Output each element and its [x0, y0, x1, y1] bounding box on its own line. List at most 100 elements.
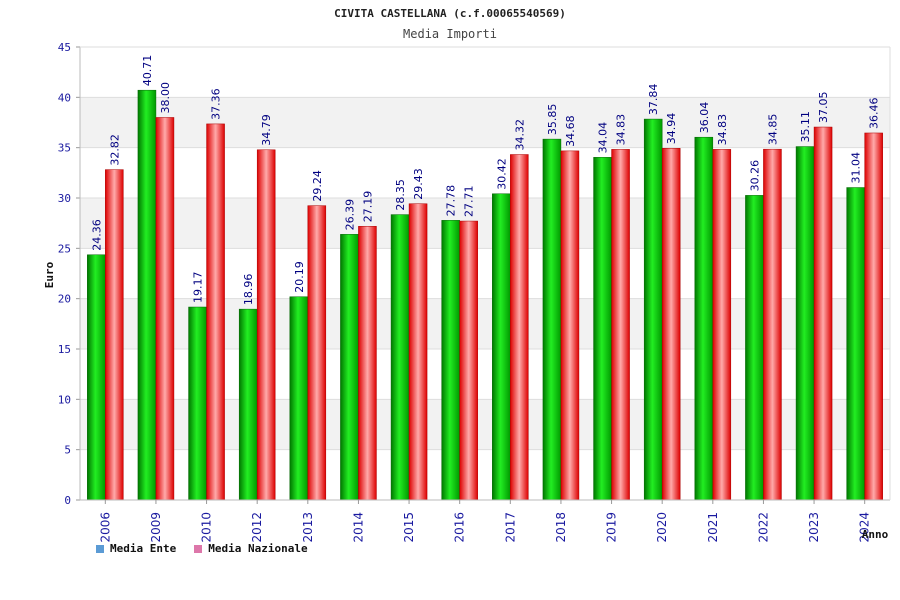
chart-subtitle: Media Importi — [403, 27, 497, 41]
x-tick-label: 2006 — [98, 512, 112, 543]
bar-media-ente — [542, 138, 562, 501]
y-tick-label: 30 — [58, 192, 71, 205]
grid-band — [80, 47, 890, 98]
bar-media-ente — [643, 118, 663, 501]
bar-media-nazionale — [307, 205, 327, 501]
data-label: 40.71 — [141, 55, 154, 87]
y-tick-label: 0 — [64, 494, 71, 507]
bar-media-nazionale — [256, 149, 276, 501]
data-label: 32.82 — [108, 134, 121, 166]
bar-media-nazionale — [510, 154, 529, 501]
x-tick-label: 2009 — [149, 512, 163, 543]
bar-media-nazionale — [661, 148, 681, 501]
data-label: 30.26 — [748, 160, 761, 192]
chart-title: CIVITA CASTELLANA (c.f.00065540569) — [334, 7, 566, 20]
bar-media-nazionale — [408, 203, 428, 501]
bar-media-ente — [795, 146, 815, 501]
data-label: 36.46 — [868, 97, 881, 129]
y-tick-label: 20 — [58, 293, 71, 306]
data-label: 34.83 — [615, 114, 628, 146]
y-tick-label: 10 — [58, 393, 71, 406]
data-label: 34.94 — [665, 113, 678, 145]
bar-media-nazionale — [459, 220, 478, 501]
bar-media-ente — [289, 296, 309, 501]
legend-swatch — [96, 544, 104, 553]
bar-media-ente — [87, 254, 106, 501]
bar-media-nazionale — [864, 132, 883, 501]
bar-media-nazionale — [155, 117, 175, 501]
data-label: 34.85 — [766, 114, 779, 146]
bar-media-ente — [593, 157, 612, 501]
data-label: 19.17 — [192, 272, 205, 304]
data-label: 27.78 — [445, 185, 458, 217]
legend-label: Media Ente — [110, 542, 177, 555]
bar-media-nazionale — [763, 148, 782, 501]
x-tick-label: 2013 — [301, 512, 315, 543]
x-axis-label: Anno — [862, 528, 889, 541]
y-tick-label: 40 — [58, 91, 71, 104]
data-label: 26.39 — [343, 199, 356, 231]
x-tick-label: 2017 — [503, 512, 517, 543]
bar-media-nazionale — [560, 150, 580, 501]
data-label: 34.79 — [260, 114, 273, 146]
data-label: 34.68 — [564, 115, 577, 147]
x-tick-label: 2019 — [605, 512, 619, 543]
bar-media-nazionale — [611, 149, 630, 501]
x-tick-label: 2014 — [351, 512, 365, 543]
bar-media-ente — [441, 220, 460, 501]
y-tick-label: 5 — [64, 444, 71, 457]
y-tick-label: 25 — [58, 242, 71, 255]
data-label: 28.35 — [394, 179, 407, 211]
bar-media-nazionale — [712, 149, 732, 501]
bar-media-ente — [492, 193, 511, 501]
bar-media-nazionale — [206, 123, 225, 501]
legend-item-media-ente: Media Ente — [96, 542, 176, 555]
data-label: 31.04 — [850, 152, 863, 184]
x-tick-label: 2024 — [858, 512, 872, 543]
data-label: 27.71 — [463, 186, 476, 218]
data-label: 35.11 — [799, 111, 812, 143]
data-label: 30.42 — [495, 158, 508, 190]
x-tick-label: 2018 — [554, 512, 568, 543]
x-tick-label: 2022 — [756, 512, 770, 543]
data-label: 18.96 — [242, 274, 255, 306]
bar-media-nazionale — [358, 226, 377, 501]
legend-item-media-nazionale: Media Nazionale — [194, 542, 308, 555]
data-label: 36.04 — [698, 102, 711, 134]
x-tick-label: 2016 — [453, 512, 467, 543]
y-axis-label: Euro — [43, 261, 56, 288]
bar-media-nazionale — [105, 169, 124, 501]
data-label: 35.85 — [546, 104, 559, 136]
legend-label: Media Nazionale — [208, 542, 308, 555]
bar-media-ente — [745, 195, 764, 501]
data-label: 37.36 — [210, 88, 223, 120]
data-label: 34.32 — [513, 119, 526, 151]
data-label: 34.04 — [597, 122, 610, 154]
y-tick-label: 45 — [58, 41, 71, 54]
data-label: 29.43 — [412, 168, 425, 200]
bar-media-ente — [340, 234, 359, 501]
x-tick-label: 2015 — [402, 512, 416, 543]
bar-media-ente — [390, 214, 410, 501]
legend: Media Ente Media Nazionale — [96, 542, 308, 555]
data-label: 29.24 — [311, 170, 324, 202]
bar-media-ente — [694, 136, 714, 501]
y-tick-label: 15 — [58, 343, 71, 356]
bar-media-ente — [188, 306, 207, 501]
bar-media-ente — [846, 187, 865, 501]
x-tick-label: 2010 — [200, 512, 214, 543]
bar-media-nazionale — [813, 126, 833, 501]
x-tick-label: 2023 — [807, 512, 821, 543]
y-tick-label: 35 — [58, 142, 71, 155]
bar-media-ente — [238, 308, 258, 501]
data-label: 34.83 — [716, 114, 729, 146]
data-label: 37.84 — [647, 84, 660, 116]
legend-swatch — [194, 544, 203, 553]
data-label: 37.05 — [817, 92, 830, 124]
bar-media-ente — [137, 89, 157, 501]
x-tick-label: 2020 — [655, 512, 669, 543]
data-label: 24.36 — [90, 219, 103, 251]
data-label: 20.19 — [293, 261, 306, 293]
data-label: 38.00 — [159, 82, 172, 114]
